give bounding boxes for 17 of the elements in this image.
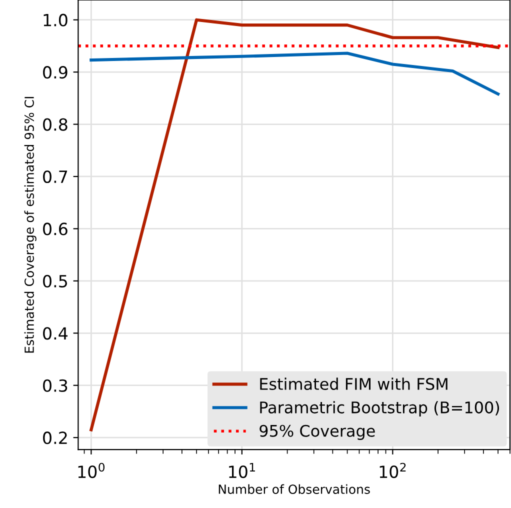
y-tick-label: 0.7 [43,170,68,184]
x-tick-label: 10$^{0}$ [78,462,105,478]
x-tick-label: 10$^{2}$ [380,462,406,478]
legend-label: Estimated FIM with FSM [260,378,448,390]
y-axis-title: Estimated Coverage of estimated 95% CI [24,96,36,353]
y-tick-label: 0.8 [43,118,68,131]
y-tick-label: 0.3 [43,379,68,392]
y-tick-label: 0.9 [43,66,68,79]
y-tick-label: 0.2 [43,432,67,444]
y-tick-label: 0.6 [43,222,68,236]
x-tick-label: 10$^{1}$ [229,462,255,478]
y-tick-label: 0.4 [43,327,68,340]
legend-label: 95% Coverage [260,424,375,440]
x-axis-title: Number of Observations [218,484,370,494]
legend-label: Parametric Bootstrap (B=100) [260,401,500,417]
y-tick-label: 1.0 [44,14,68,26]
y-tick-label: 0.5 [43,274,68,288]
